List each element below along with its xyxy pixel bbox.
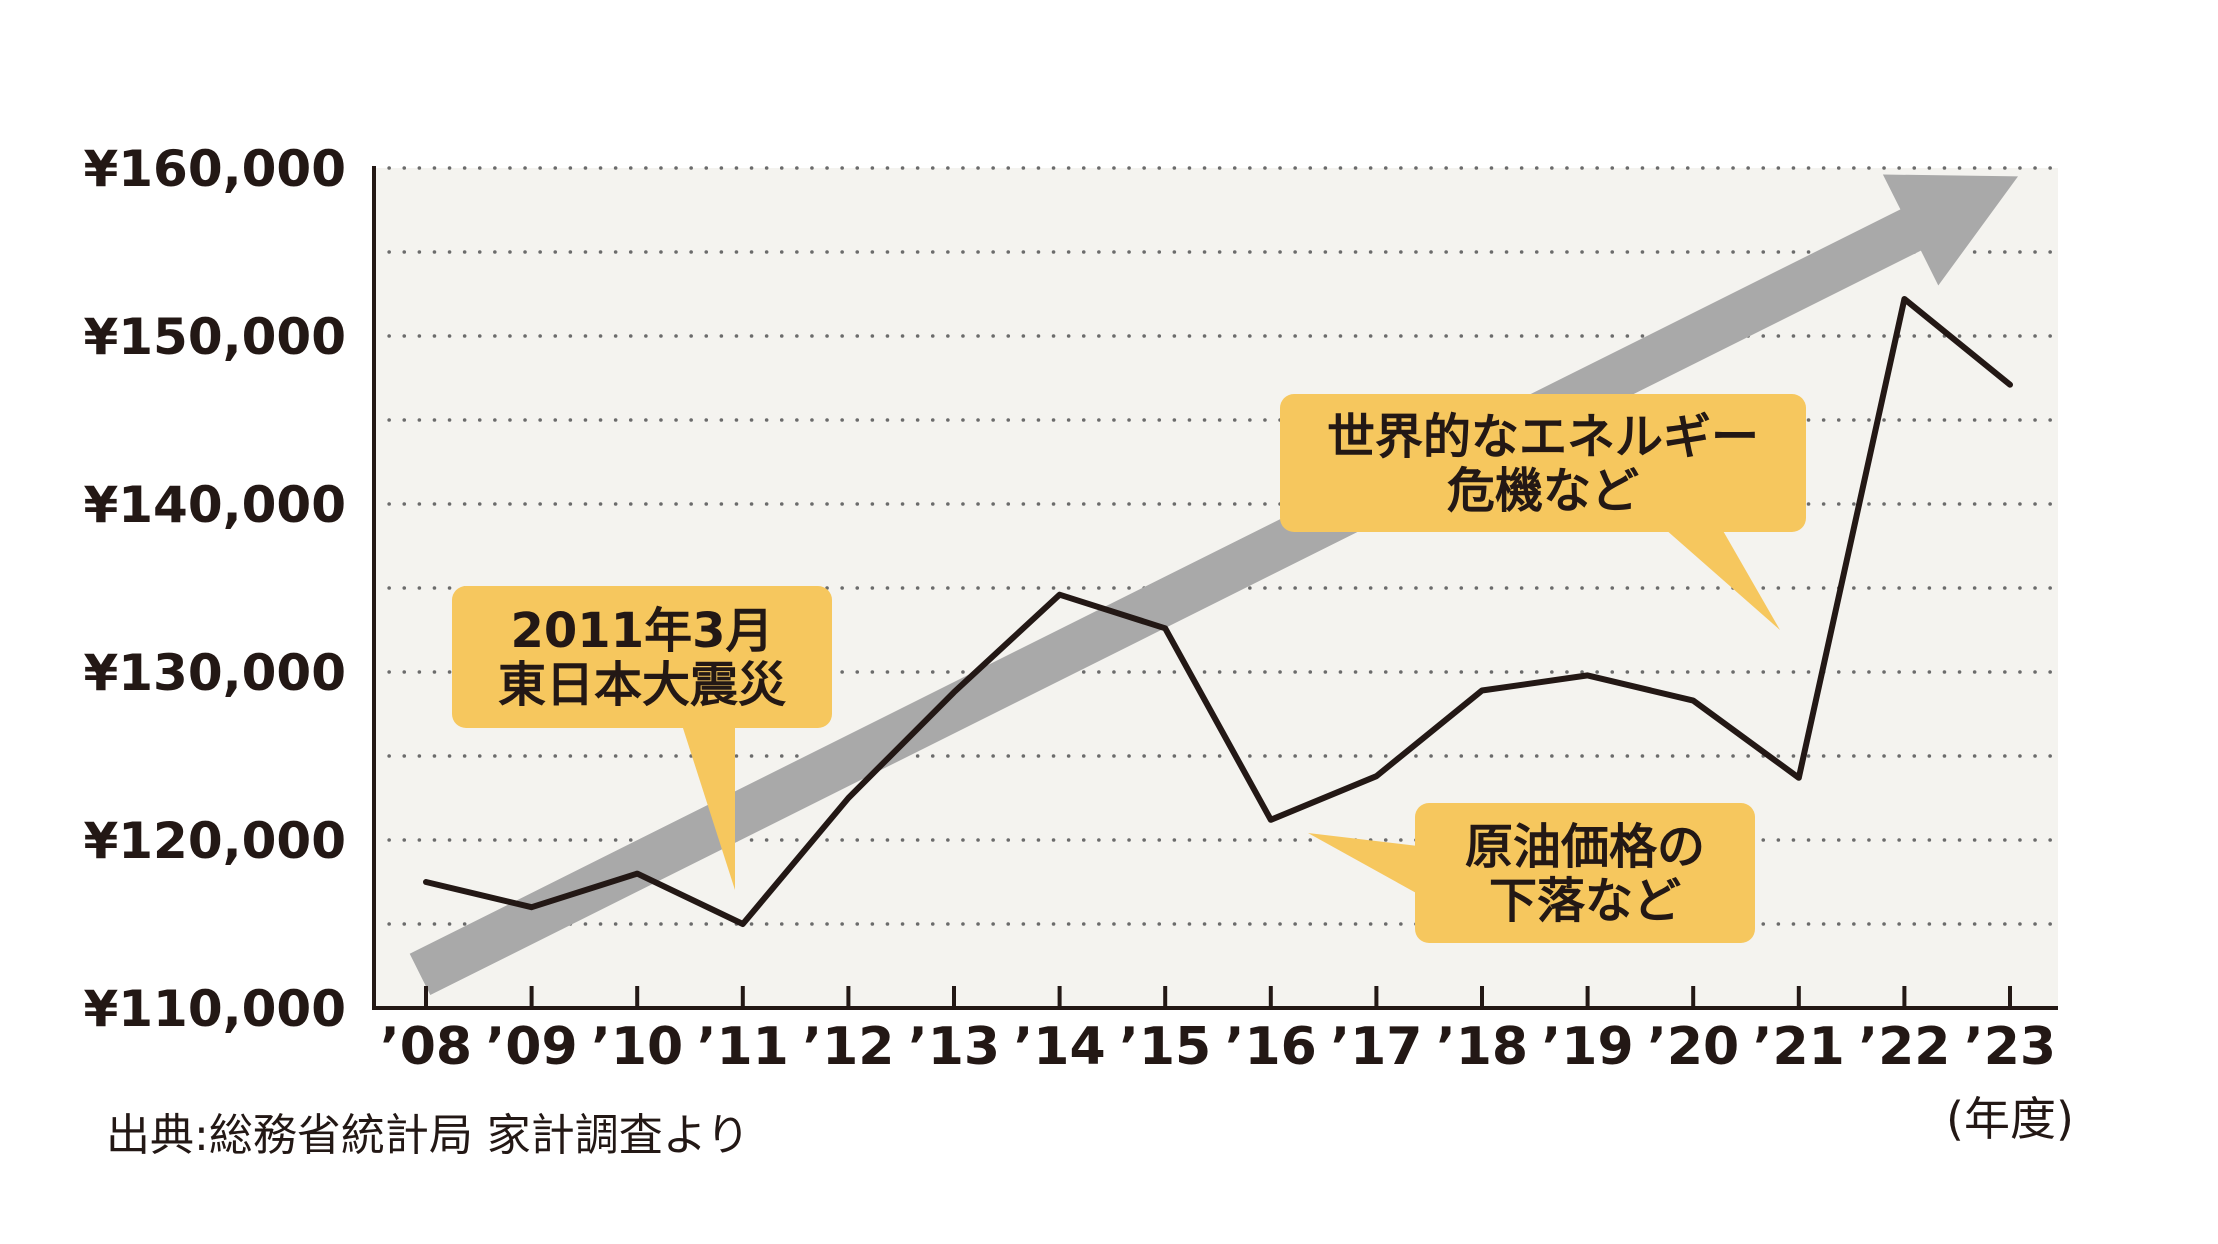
trend-arrow-shape (409, 174, 2019, 995)
callout-tail (682, 725, 735, 890)
x-tick-label: ’12 (802, 1017, 894, 1077)
x-tick-label: ’14 (1014, 1017, 1106, 1077)
callout-text: 下落など (1489, 873, 1681, 929)
x-tick-label: ’22 (1858, 1017, 1950, 1077)
y-tick-label: ¥140,000 (83, 476, 346, 534)
trend-arrow (409, 174, 2019, 995)
x-tick-label: ’23 (1964, 1017, 2056, 1077)
x-tick-label: ’13 (908, 1017, 1000, 1077)
callout-text: 2011年3月 (511, 603, 774, 659)
callout-text: 危機など (1447, 463, 1639, 519)
callout-box (452, 586, 832, 728)
x-tick-label: ’16 (1225, 1017, 1317, 1077)
callout-tail (1308, 833, 1418, 894)
x-unit-label: (年度) (1946, 1092, 2074, 1146)
x-tick-label: ’11 (697, 1017, 789, 1077)
y-tick-label: ¥110,000 (83, 980, 346, 1038)
y-tick-label: ¥160,000 (83, 140, 346, 198)
series-line (423, 296, 2013, 927)
x-tick-label: ’18 (1436, 1017, 1528, 1077)
x-tick-label: ’09 (486, 1017, 578, 1077)
callout-text: 東日本大震災 (498, 657, 786, 713)
x-tick-label: ’08 (380, 1017, 472, 1077)
x-tick-label: ’19 (1542, 1017, 1634, 1077)
x-tick-label: ’17 (1330, 1017, 1422, 1077)
x-tick-label: ’21 (1753, 1017, 1845, 1077)
y-tick-label: ¥130,000 (83, 644, 346, 702)
callout-tail (1665, 529, 1780, 630)
y-tick-label: ¥120,000 (83, 812, 346, 870)
callout-text: 原油価格の (1465, 819, 1705, 875)
data-line (423, 296, 2013, 927)
x-tick-label: ’15 (1119, 1017, 1211, 1077)
callout-box (1415, 803, 1755, 943)
callout-text: 世界的なエネルギー (1327, 409, 1759, 465)
callout-box (1280, 394, 1806, 532)
y-tick-labels: ¥110,000 ¥120,000 ¥130,000 ¥140,000 ¥150,000… (83, 140, 346, 1038)
x-tick-label: ’20 (1647, 1017, 1739, 1077)
axes (372, 166, 2058, 1010)
x-tick-labels: ’08’09’10’11’12’13’14’15’16’17’18’19’20’… (380, 986, 2056, 1077)
y-tick-label: ¥150,000 (83, 308, 346, 366)
source-note: 出典:総務省統計局 家計調査より (106, 1110, 750, 1161)
x-tick-label: ’10 (591, 1017, 683, 1077)
